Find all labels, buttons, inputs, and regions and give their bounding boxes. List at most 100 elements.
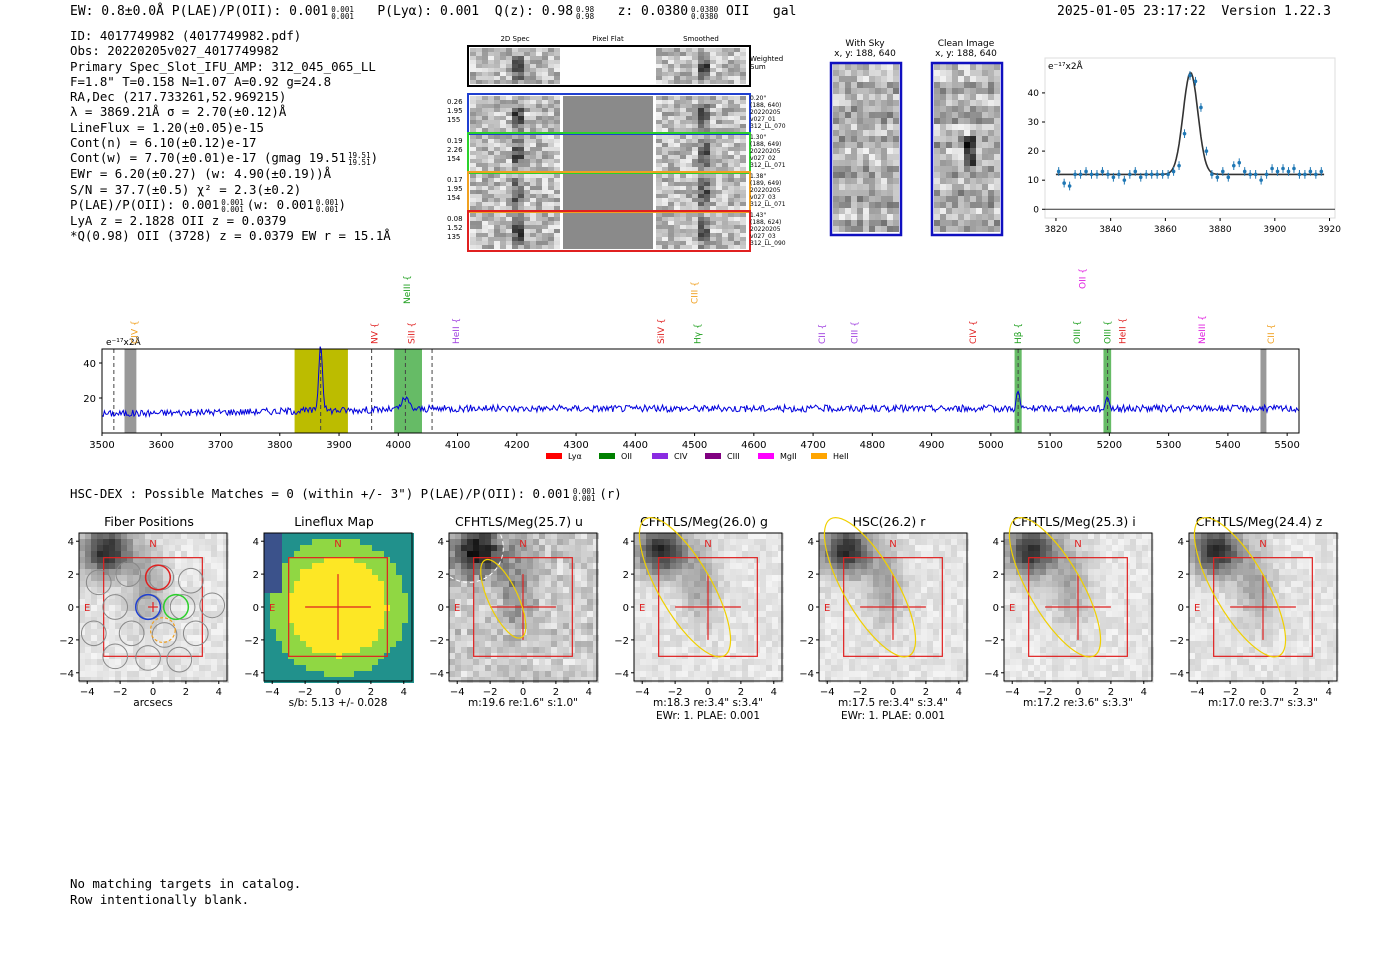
fit-point [1297,172,1302,177]
spectrum-xtick-label: 3500 [89,440,114,451]
source-ellipse [823,517,917,658]
aperture-box [1028,557,1128,657]
panel-ytick-label: −2 [1169,636,1184,647]
panel-xtick-label: 0 [520,687,526,698]
info-radec: RA,Dec (217.733261,52.969215) [70,89,287,105]
fit-point [1188,73,1192,78]
north-label: N [1259,539,1266,550]
clean-image [934,64,1000,232]
spectrum-line-label: NeIII { [403,275,413,304]
spectrum-line-label: Hγ { [694,323,704,344]
masked-region-left [124,349,137,433]
panel-image-7: N E −4 −4 −2 −2 0 0 2 2 4 4 [1169,517,1339,698]
spectrum-xtick-label: 5100 [1037,440,1062,451]
panel-xtick-label: 2 [183,687,189,698]
fit-point [1133,169,1138,174]
panel-ytick-label: 4 [623,537,629,548]
fit-point [1275,169,1280,174]
north-label: N [704,539,711,550]
panel-title-1: Fiber Positions [104,514,194,529]
panel-caption-7: m:17.0 re:3.7" s:3.3" [1208,697,1318,709]
fit-point [1117,172,1121,177]
header-summary: EW: 0.8±0.0Å P(LAE)/P(OII): 0.001 0.001 0.… [70,4,797,21]
panel-caption2-5: EWr: 1. PLAE: 0.001 [840,710,946,722]
spectrum-xtick-label: 3600 [149,440,174,451]
fiber-circle [182,620,209,647]
panel-xtick-label: 2 [738,687,744,698]
legend-swatch [546,453,562,459]
fit-point [1067,184,1072,188]
spectrum-line-label: Hβ { [1014,323,1024,344]
info-slot: Primary Spec_Slot_IFU_AMP: 312_045_065_L… [70,58,376,74]
panel-image-4: N E −4 −4 −2 −2 0 0 2 2 4 4 [614,517,784,698]
panel-ytick-label: −4 [1169,669,1184,680]
spectrum-line-label: CIV { [131,320,141,344]
fit-xtick-label: 3820 [1044,225,1067,235]
panel-ytick-label: 0 [993,603,999,614]
fiber-circle [80,620,107,647]
panel-xtick-label: 0 [335,687,341,698]
panel-xtick-label: 0 [890,687,896,698]
legend-label: OII [621,452,632,461]
panel-ytick-label: −2 [429,636,444,647]
panel-ytick-label: 4 [993,537,999,548]
fit-point [1073,172,1077,177]
source-ellipse [480,558,527,639]
fit-point [1089,172,1094,177]
spectrum-line-label: CIII { [691,281,701,304]
fit-point [1155,172,1159,177]
north-label: N [1074,539,1081,550]
fit-point [1204,149,1209,153]
spectrum-ytick-label: 20 [83,394,96,405]
spectrum-line-label: CII { [1267,324,1277,344]
north-label: N [334,539,341,550]
spectrum-xtick-label: 3700 [208,440,233,451]
panel-ytick-label: 0 [623,603,629,614]
fiber-circle [102,643,129,670]
spectrum-xtick-label: 5500 [1274,440,1299,451]
aperture-box [1213,557,1313,657]
panel-xtick-label: 2 [1108,687,1114,698]
panel-xtick-label: −4 [1190,687,1205,698]
spectrum-xtick-label: 4200 [504,440,529,451]
panel-ytick-label: −2 [799,636,814,647]
header-datetime: 2025-01-05 23:17:22 Version 1.22.3 [1057,4,1331,19]
info-contn: Cont(n) = 6.10(±0.12)e-17 [70,135,257,151]
fit-plot-area [1044,57,1336,219]
fit-point [1210,172,1214,177]
fit-ytick-label: 10 [1028,176,1040,186]
panel-title-2: Lineflux Map [294,514,374,529]
panel-image-6: N E −4 −4 −2 −2 0 0 2 2 4 4 [984,517,1154,698]
fit-point [1084,169,1088,174]
panel-ytick-label: −4 [614,669,629,680]
spectrum-line-label: OIII { [1073,320,1083,344]
fiber-circle [177,567,204,594]
spectrum-xtick-label: 4400 [623,440,648,451]
spectrum-xtick-label: 4500 [682,440,707,451]
fit-xtick-label: 3900 [1263,225,1286,235]
east-label: E [824,603,830,614]
col-2d-spec: 2D Spec [500,35,530,43]
col-smoothed: Smoothed [683,35,719,43]
info-contw: Cont(w) = 7.70(±0.01)e-17 (gmag 19.51 19.… [70,150,379,168]
fit-point [1248,172,1252,177]
fiber-row-frame-4 [467,210,751,252]
spectrum-xtick-label: 4300 [563,440,588,451]
panel-xtick-label: −2 [1038,687,1053,698]
fit-point [1281,166,1285,171]
panel-image-1: N E −4 −4 −2 −2 0 0 2 2 4 4 [59,532,229,698]
info-fwhm: F=1.8" T=0.158 N=1.07 A=0.92 g=24.8 [70,73,332,89]
panel-title-5: HSC(26.2) r [852,514,926,529]
fiber-circle [85,569,112,596]
panel-caption-2: s/b: 5.13 +/- 0.028 [288,697,388,709]
source-ellipse [1008,517,1102,658]
panel-xtick-label: −4 [820,687,835,698]
panel-xtick-label: −2 [483,687,498,698]
panel-xtick-label: −2 [853,687,868,698]
panel-caption2-4: EWr: 1. PLAE: 0.001 [655,710,761,722]
fit-point [1095,172,1099,177]
panel-xtick-label: 4 [586,687,592,698]
fit-ytick-label: 30 [1028,118,1040,128]
fiber-row-info-1: 0.20" (188, 640) 20220205 v027_01 312_LL_070 [750,95,786,130]
fit-point [1144,172,1149,177]
